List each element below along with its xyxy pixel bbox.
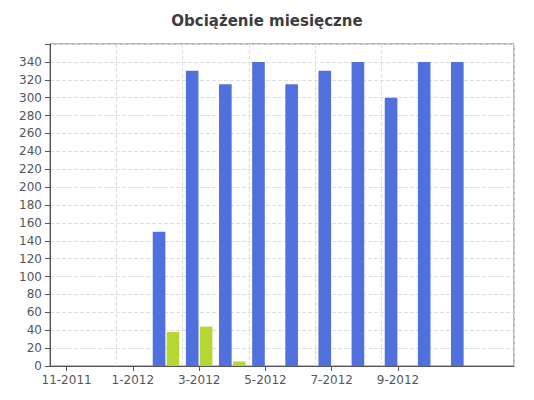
svg-text:9-2012: 9-2012: [377, 373, 420, 387]
svg-text:Obciążenie miesięczne: Obciążenie miesięczne: [171, 12, 362, 30]
svg-text:100: 100: [19, 270, 42, 284]
svg-text:280: 280: [19, 109, 42, 123]
svg-text:300: 300: [19, 91, 42, 105]
svg-text:11-2011: 11-2011: [42, 373, 92, 387]
svg-text:20: 20: [27, 341, 42, 355]
svg-text:60: 60: [27, 305, 42, 319]
svg-text:320: 320: [19, 73, 42, 87]
svg-text:200: 200: [19, 180, 42, 194]
svg-text:340: 340: [19, 55, 42, 69]
svg-text:160: 160: [19, 216, 42, 230]
svg-text:140: 140: [19, 234, 42, 248]
svg-text:220: 220: [19, 162, 42, 176]
svg-text:40: 40: [27, 323, 42, 337]
svg-text:7-2012: 7-2012: [310, 373, 353, 387]
svg-text:240: 240: [19, 144, 42, 158]
svg-text:0: 0: [34, 359, 42, 373]
svg-text:3-2012: 3-2012: [178, 373, 221, 387]
svg-text:80: 80: [27, 287, 42, 301]
svg-text:1-2012: 1-2012: [112, 373, 155, 387]
svg-text:260: 260: [19, 126, 42, 140]
svg-text:180: 180: [19, 198, 42, 212]
svg-text:120: 120: [19, 252, 42, 266]
svg-text:5-2012: 5-2012: [244, 373, 287, 387]
